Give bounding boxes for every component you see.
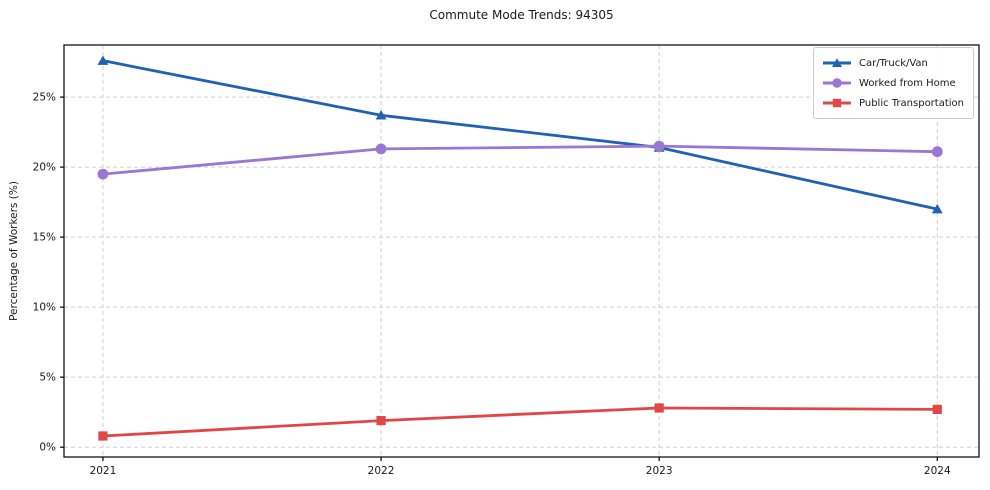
legend-item-public-transportation[interactable]: Public Transportation xyxy=(821,93,964,113)
data-point-circle[interactable] xyxy=(375,143,387,155)
gridlines xyxy=(64,45,979,457)
y-tick-label: 5% xyxy=(39,372,56,384)
legend: Car/Truck/Van Worked from Home Public Tran… xyxy=(813,47,974,119)
plot-frame xyxy=(63,44,980,458)
series-line xyxy=(101,406,939,438)
data-point-circle[interactable] xyxy=(653,140,665,152)
legend-item-worked-from-home[interactable]: Worked from Home xyxy=(821,73,964,93)
y-tick-label: 0% xyxy=(39,442,56,454)
legend-swatch-triangle-icon xyxy=(823,58,852,67)
data-point-square[interactable] xyxy=(98,431,108,441)
y-tick-label: 15% xyxy=(33,232,56,244)
data-point-triangle[interactable] xyxy=(97,55,109,65)
y-tick-label: 20% xyxy=(33,162,56,174)
legend-item-car-truck-van[interactable]: Car/Truck/Van xyxy=(821,53,964,73)
legend-swatch-circle-icon xyxy=(823,78,852,88)
data-point-square[interactable] xyxy=(376,415,386,426)
data-point-triangle[interactable] xyxy=(375,110,387,120)
data-point-square[interactable] xyxy=(654,403,664,413)
x-tick-label: 2023 xyxy=(646,465,673,477)
x-tick-label: 2022 xyxy=(368,465,395,477)
data-point-circle[interactable] xyxy=(931,146,943,158)
series-public-transportation xyxy=(98,403,942,441)
data-point-triangle[interactable] xyxy=(931,203,943,214)
data-point-circle[interactable] xyxy=(97,168,109,180)
series-line xyxy=(101,144,939,176)
chart-title: Commute Mode Trends: 94305 xyxy=(429,8,614,22)
legend-label: Car/Truck/Van xyxy=(859,57,928,69)
data-point-square[interactable] xyxy=(932,404,942,414)
y-tick-label: 10% xyxy=(33,302,56,314)
legend-swatch-square-icon xyxy=(823,98,852,108)
axes-ticks: 2021 2022 2023 2024 0% 5% 10% 15% 20% 25% xyxy=(33,92,951,477)
series-line xyxy=(101,59,939,211)
x-tick-label: 2021 xyxy=(90,465,117,477)
legend-label: Public Transportation xyxy=(859,97,964,109)
legend-label: Worked from Home xyxy=(859,77,956,89)
x-tick-label: 2024 xyxy=(924,465,951,477)
series-worked-from-home xyxy=(97,140,943,180)
y-tick-label: 25% xyxy=(33,92,56,104)
